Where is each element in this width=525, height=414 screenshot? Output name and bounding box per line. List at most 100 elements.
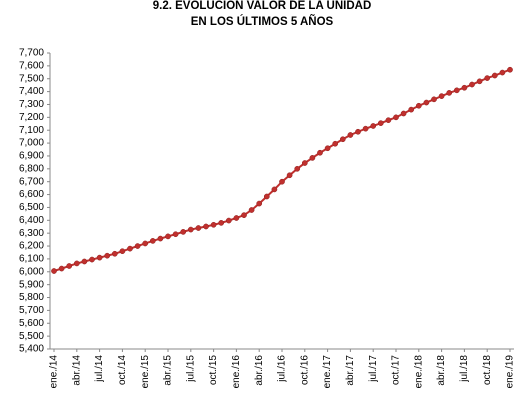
- y-tick-label: 6,500: [19, 202, 44, 213]
- point: [96, 254, 103, 261]
- point: [317, 149, 323, 156]
- point: [233, 215, 240, 221]
- x-tick-label: oct./14: [117, 355, 128, 385]
- point: [415, 102, 422, 109]
- y-tick-label: 6,200: [19, 241, 44, 252]
- x-tick-label: abr./14: [71, 355, 82, 386]
- point: [332, 140, 339, 147]
- point: [134, 243, 141, 249]
- y-tick-label: 5,400: [19, 344, 44, 355]
- y-tick-label: 7,300: [19, 99, 44, 110]
- x-tick-label: abr./18: [436, 355, 447, 386]
- x-tick-label: oct./16: [299, 355, 310, 385]
- point: [218, 220, 225, 226]
- x-tick-label: oct./18: [482, 355, 493, 385]
- point: [324, 145, 331, 152]
- point: [431, 96, 437, 103]
- x-tick-label: ene./19: [505, 355, 516, 389]
- point: [203, 223, 209, 230]
- x-tick-label: ene./15: [140, 355, 151, 389]
- y-tick-label: 6,000: [19, 266, 44, 277]
- point: [142, 240, 149, 247]
- point: [180, 229, 187, 235]
- point: [111, 250, 118, 257]
- point: [195, 225, 202, 231]
- point: [51, 268, 57, 274]
- point: [271, 186, 278, 193]
- y-tick-label: 7,400: [19, 86, 44, 97]
- x-tick-label: oct./17: [391, 355, 402, 385]
- y-tick-label: 7,200: [19, 112, 44, 123]
- point: [309, 155, 316, 161]
- x-tick-label: abr./16: [254, 355, 265, 386]
- x-tick-label: ene./18: [413, 355, 424, 389]
- x-tick-label: jul./15: [185, 355, 196, 383]
- y-tick-label: 5,900: [19, 279, 44, 290]
- point: [165, 233, 171, 240]
- point: [119, 248, 126, 255]
- y-tick-label: 7,500: [19, 73, 44, 84]
- point: [104, 252, 111, 259]
- y-tick-label: 5,800: [19, 292, 44, 303]
- point: [157, 235, 164, 242]
- point: [385, 117, 392, 124]
- point: [484, 75, 491, 81]
- point: [362, 125, 369, 132]
- point: [73, 260, 80, 267]
- point: [225, 217, 232, 224]
- point: [355, 128, 361, 135]
- x-tick-label: ene./14: [49, 355, 60, 389]
- point: [279, 178, 285, 185]
- point: [453, 87, 460, 94]
- y-tick-label: 7,000: [19, 138, 44, 149]
- x-tick-label: abr./15: [163, 355, 174, 386]
- point: [127, 245, 133, 252]
- point: [408, 106, 415, 113]
- point: [294, 165, 301, 172]
- point: [491, 72, 498, 79]
- point: [499, 69, 506, 76]
- y-tick-label: 6,600: [19, 189, 44, 200]
- point: [469, 81, 475, 88]
- point: [507, 66, 513, 73]
- point: [149, 238, 156, 244]
- x-tick-label: jul./17: [368, 355, 379, 383]
- point: [446, 90, 453, 96]
- x-tick-label: ene./17: [322, 355, 333, 389]
- y-tick-label: 6,100: [19, 254, 44, 265]
- point: [423, 99, 430, 106]
- point: [347, 132, 354, 138]
- y-tick-label: 6,900: [19, 151, 44, 162]
- point: [461, 84, 468, 91]
- point: [339, 136, 346, 143]
- y-tick-label: 5,500: [19, 331, 44, 342]
- y-tick-label: 7,600: [19, 61, 44, 72]
- point: [241, 212, 247, 219]
- point: [370, 123, 377, 129]
- y-tick-label: 5,600: [19, 318, 44, 329]
- y-tick-label: 5,700: [19, 305, 44, 316]
- x-tick-label: jul./14: [94, 355, 105, 383]
- series-line: [53, 68, 511, 272]
- y-tick-label: 7,100: [19, 125, 44, 136]
- point: [286, 172, 293, 179]
- x-tick-label: oct./15: [208, 355, 219, 385]
- point: [81, 258, 88, 265]
- point: [58, 265, 65, 272]
- y-tick-label: 7,700: [19, 48, 44, 59]
- point: [248, 207, 255, 213]
- y-tick-label: 6,400: [19, 215, 44, 226]
- y-tick-label: 6,300: [19, 228, 44, 239]
- x-tick-label: ene./16: [231, 355, 242, 389]
- y-tick-label: 6,800: [19, 163, 44, 174]
- point: [256, 200, 263, 207]
- y-tick-label: 6,700: [19, 176, 44, 187]
- point: [263, 193, 270, 200]
- chart-title: 9.2. EVOLUCIÓN VALOR DE LA UNIDAD: [153, 0, 372, 12]
- point: [476, 78, 483, 85]
- point: [301, 160, 308, 166]
- point: [89, 256, 95, 263]
- point: [438, 93, 445, 99]
